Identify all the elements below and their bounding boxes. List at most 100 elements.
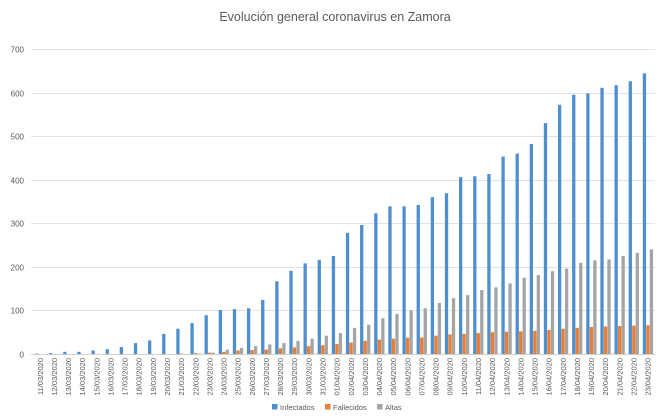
bar-infectados (374, 213, 378, 354)
x-tick-label: 06/04/2020 (403, 358, 412, 396)
bar-fallecidos (462, 333, 466, 354)
bar-infectados (49, 353, 53, 354)
bar-fallecidos (264, 349, 268, 354)
x-tick-label: 22/03/2020 (191, 358, 200, 396)
x-tick-label: 20/04/2020 (601, 358, 610, 396)
x-tick-label: 23/03/2020 (205, 358, 214, 396)
legend-swatch (377, 404, 383, 410)
legend-swatch (272, 404, 278, 410)
bar-fallecidos (533, 330, 537, 354)
x-tick-label: 25/03/2020 (234, 358, 243, 396)
bar-infectados (275, 281, 279, 354)
x-tick-label: 09/04/2020 (446, 358, 455, 396)
bar-altas (253, 346, 258, 354)
bar-altas (494, 287, 498, 354)
bar-fallecidos (278, 348, 283, 354)
x-tick-label: 15/04/2020 (531, 358, 540, 396)
bar-infectados (360, 225, 364, 354)
y-tick-label: 500 (11, 133, 25, 142)
bar-altas (621, 255, 625, 354)
bar-fallecidos (490, 332, 495, 354)
bar-fallecidos (448, 334, 452, 354)
bar-altas (239, 347, 244, 354)
bar-fallecidos (575, 327, 579, 354)
gridlines (31, 49, 655, 355)
bar-altas (352, 327, 357, 354)
y-tick-label: 100 (11, 307, 25, 316)
x-tick-label: 20/03/2020 (163, 358, 172, 396)
bar-infectados (303, 263, 307, 354)
bar-infectados (572, 94, 576, 354)
bar-altas (649, 249, 654, 354)
x-tick-label: 22/04/2020 (630, 358, 639, 396)
bar-altas (423, 308, 427, 354)
x-tick-label: 21/04/2020 (615, 358, 624, 396)
bar-altas (282, 343, 286, 354)
bar-altas (607, 259, 611, 354)
x-tick-label: 11/03/2020 (36, 358, 45, 395)
bar-infectados (628, 81, 632, 355)
x-tick-label: 18/03/2020 (135, 358, 144, 396)
chart-title: Evolución general coronavirus en Zamora (219, 10, 450, 24)
bar-altas (338, 333, 343, 354)
bar-infectados (77, 351, 81, 354)
bar-infectados (402, 206, 406, 354)
bar-infectados (91, 350, 95, 354)
legend-label: Infectados (280, 403, 315, 412)
bar-fallecidos (561, 328, 565, 354)
legend-swatch (325, 404, 331, 410)
x-tick-label: 16/04/2020 (545, 358, 554, 396)
x-tick-label: 29/03/2020 (290, 358, 299, 396)
bar-fallecidos (405, 337, 410, 354)
x-tick-label: 19/04/2020 (587, 358, 596, 396)
bar-fallecidos (208, 352, 212, 354)
bar-infectados (261, 299, 265, 354)
bar-infectados (515, 153, 519, 354)
bar-fallecidos (377, 339, 381, 354)
bar-infectados (642, 73, 647, 355)
bar-infectados (218, 309, 222, 354)
bar-fallecidos (547, 330, 551, 354)
bar-altas (579, 262, 583, 354)
bar-fallecidos (321, 345, 325, 354)
bar-fallecidos (632, 325, 636, 354)
x-tick-label: 04/04/2020 (375, 358, 384, 396)
bar-infectados (543, 123, 548, 354)
x-tick-label: 03/04/2020 (361, 358, 370, 396)
x-tick-label: 08/04/2020 (432, 358, 441, 396)
x-tick-label: 05/04/2020 (389, 358, 398, 396)
bar-altas (466, 295, 470, 354)
bar-altas (409, 310, 413, 354)
bar-infectados (119, 347, 124, 354)
legend: Infectados Fallecidos Altas (272, 403, 402, 412)
legend-item-infectados: Infectados (272, 403, 315, 412)
x-tick-label: 02/04/2020 (347, 358, 356, 396)
x-tick-label: 12/04/2020 (488, 358, 497, 396)
bars (34, 73, 654, 355)
bar-infectados (133, 343, 138, 354)
x-tick-label: 26/03/2020 (248, 358, 257, 396)
bar-infectados (105, 349, 109, 354)
bar-fallecidos (292, 347, 297, 354)
bar-infectados (416, 204, 420, 354)
bar-altas (451, 298, 456, 354)
bar-fallecidos (391, 338, 396, 354)
x-tick-label: 14/04/2020 (516, 358, 525, 396)
x-tick-label: 30/03/2020 (304, 358, 313, 396)
bar-infectados (345, 232, 350, 354)
bar-infectados (459, 177, 463, 354)
bar-fallecidos (335, 343, 339, 354)
x-tick-label: 17/03/2020 (121, 358, 130, 396)
bar-altas (437, 303, 442, 354)
bar-altas (522, 277, 526, 354)
x-tick-label: 12/03/2020 (50, 358, 59, 396)
bar-infectados (176, 328, 180, 354)
x-tick-label: 28/03/2020 (276, 358, 285, 396)
bar-fallecidos (504, 331, 509, 354)
bar-altas (381, 318, 385, 354)
x-tick-label: 18/04/2020 (573, 358, 582, 396)
legend-label: Fallecidos (333, 403, 367, 412)
bar-altas (225, 349, 229, 354)
bar-altas (480, 289, 484, 354)
